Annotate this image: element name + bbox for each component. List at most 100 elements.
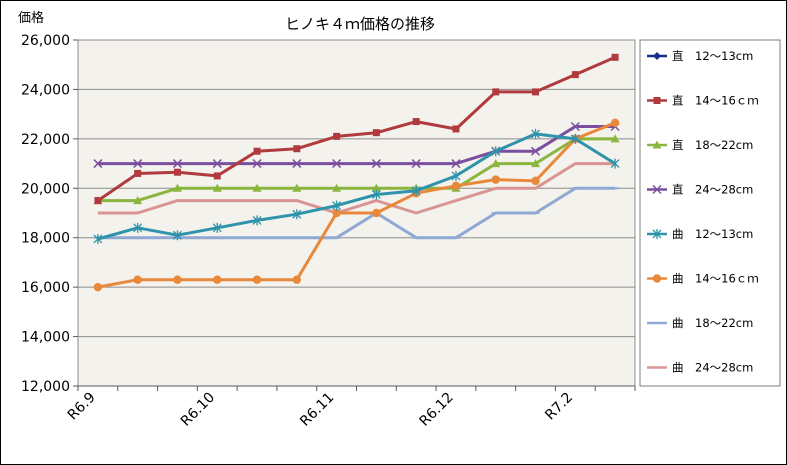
- data-point: [252, 183, 262, 192]
- legend-label: 曲 14～16ｃｍ: [672, 272, 759, 286]
- y-tick-label: 26,000: [21, 33, 70, 49]
- data-point: [531, 146, 541, 156]
- data-point: [93, 159, 103, 169]
- data-point: [94, 197, 102, 205]
- data-point: [292, 159, 302, 169]
- data-point: [172, 183, 182, 192]
- data-point: [611, 53, 619, 61]
- legend-box: [639, 39, 781, 387]
- series-line: [97, 121, 616, 289]
- legend-label: 直 12～13cm: [672, 49, 753, 63]
- data-point: [133, 159, 143, 169]
- legend-marker: [652, 184, 662, 195]
- data-point: [531, 159, 541, 168]
- series-line: [97, 132, 616, 241]
- data-point: [133, 222, 143, 233]
- y-tick-label: 22,000: [21, 132, 70, 148]
- data-point: [371, 159, 381, 169]
- data-point: [451, 181, 461, 191]
- data-point: [570, 133, 580, 144]
- data-point: [491, 175, 500, 184]
- data-point: [212, 222, 222, 233]
- data-point: [133, 196, 143, 205]
- data-point: [173, 168, 181, 176]
- data-point: [93, 233, 103, 244]
- series-3: [93, 121, 620, 169]
- data-point: [292, 183, 302, 192]
- data-point: [610, 134, 620, 143]
- data-point: [532, 88, 540, 96]
- legend-marker: [652, 274, 662, 283]
- legend: 直 12～13cm 直 14～16ｃｍ 直 18～22cm 直 24～28cm 曲 12…: [647, 49, 759, 375]
- legend-marker: [653, 97, 661, 104]
- data-point: [213, 172, 221, 180]
- legend-item: 直 18～22cm: [647, 138, 753, 152]
- legend-marker: [652, 140, 662, 149]
- data-point: [134, 169, 142, 177]
- legend-item: 直 14～16ｃｍ: [647, 94, 759, 108]
- y-tick-label: 18,000: [21, 231, 70, 247]
- data-point: [252, 159, 262, 169]
- chart-title: ヒノキ４ｍ価格の推移: [285, 15, 435, 33]
- data-point: [610, 118, 620, 127]
- series-2: [93, 134, 620, 205]
- data-point: [252, 215, 262, 226]
- series-line: [97, 162, 616, 215]
- legend-item: 曲 14～16ｃｍ: [647, 272, 759, 286]
- y-tick-label: 24,000: [21, 82, 70, 98]
- data-point: [531, 176, 540, 186]
- data-point: [133, 275, 142, 284]
- data-point: [451, 159, 461, 169]
- series-line: [97, 55, 616, 202]
- data-point: [173, 230, 182, 241]
- data-point: [293, 145, 301, 153]
- series-1: [94, 53, 619, 205]
- data-point: [213, 275, 222, 284]
- legend-item: 直 24～28cm: [647, 183, 753, 197]
- series-line: [97, 125, 616, 166]
- data-point: [372, 129, 380, 137]
- series-7: [97, 162, 616, 215]
- y-tick-label: 16,000: [21, 280, 70, 296]
- data-point: [371, 189, 381, 200]
- data-point: [292, 275, 302, 284]
- series-group: [93, 53, 620, 292]
- data-point: [492, 88, 500, 96]
- legend-item: 曲 24～28cm: [647, 361, 753, 375]
- data-point: [411, 185, 421, 196]
- y-tick-label: 12,000: [21, 379, 70, 395]
- data-point: [332, 200, 342, 211]
- data-point: [332, 208, 341, 218]
- y-axis: 12,000 14,000 16,000 18,000 20,000 22,000 24,0…: [21, 33, 78, 395]
- legend-label: 曲 12～13cm: [672, 227, 753, 241]
- data-point: [491, 159, 501, 168]
- data-point: [372, 208, 381, 218]
- data-point: [371, 183, 381, 192]
- data-point: [610, 158, 620, 169]
- data-point: [491, 146, 501, 157]
- data-point: [292, 209, 302, 220]
- data-point: [212, 183, 222, 192]
- data-point: [451, 170, 461, 181]
- legend-label: 曲 24～28cm: [672, 361, 753, 375]
- data-point: [172, 159, 182, 169]
- data-point: [253, 147, 261, 155]
- data-point: [412, 118, 420, 126]
- data-point: [93, 282, 103, 292]
- legend-marker: [653, 52, 661, 60]
- legend-item: 曲 18～22cm: [647, 316, 753, 330]
- data-point: [411, 159, 421, 169]
- data-point: [252, 275, 262, 284]
- legend-label: 直 14～16ｃｍ: [672, 94, 759, 108]
- series-4: [93, 128, 620, 244]
- legend-label: 曲 18～22cm: [672, 316, 753, 330]
- data-point: [173, 275, 182, 284]
- legend-marker: [652, 229, 662, 239]
- data-point: [570, 121, 580, 132]
- series-line: [97, 186, 616, 240]
- y-tick-label: 20,000: [21, 181, 70, 197]
- legend-item: 曲 12～13cm: [647, 227, 753, 241]
- data-point: [333, 132, 341, 140]
